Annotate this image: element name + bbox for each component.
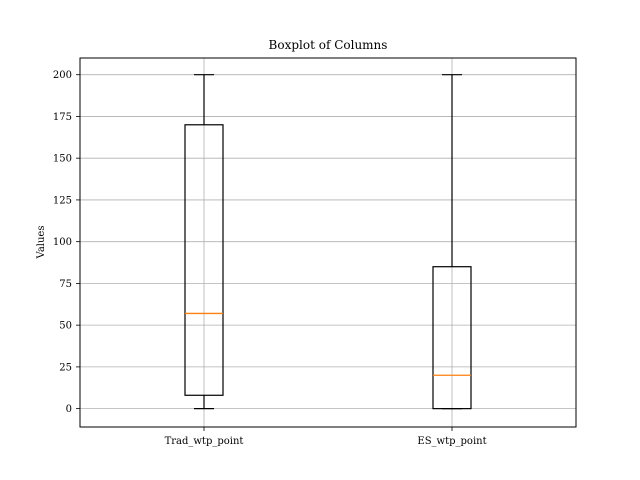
y-tick-label: 75 bbox=[59, 279, 72, 290]
y-ticks-layer: 0 25 50 75 100 125 150 175 200 bbox=[53, 70, 80, 415]
x-tick-label: Trad_wtp_point bbox=[165, 436, 244, 447]
y-tick-label: 175 bbox=[53, 112, 72, 123]
y-tick-label: 150 bbox=[53, 154, 72, 165]
y-tick-label: 50 bbox=[59, 321, 72, 332]
chart-title: Boxplot of Columns bbox=[269, 38, 388, 52]
y-tick-label: 25 bbox=[59, 362, 72, 373]
y-tick-label: 125 bbox=[53, 195, 72, 206]
iqr-box bbox=[432, 266, 472, 410]
y-tick-label: 0 bbox=[66, 404, 72, 415]
y-axis-label: Values bbox=[36, 226, 47, 260]
boxes-layer bbox=[184, 74, 472, 410]
y-tick-label: 100 bbox=[53, 237, 72, 248]
y-tick-label: 200 bbox=[53, 70, 72, 81]
plot-area-frame bbox=[79, 57, 577, 428]
iqr-box bbox=[184, 124, 224, 396]
x-tick-label: ES_wtp_point bbox=[417, 436, 486, 447]
x-ticks-layer: Trad_wtp_point ES_wtp_point bbox=[165, 427, 487, 447]
